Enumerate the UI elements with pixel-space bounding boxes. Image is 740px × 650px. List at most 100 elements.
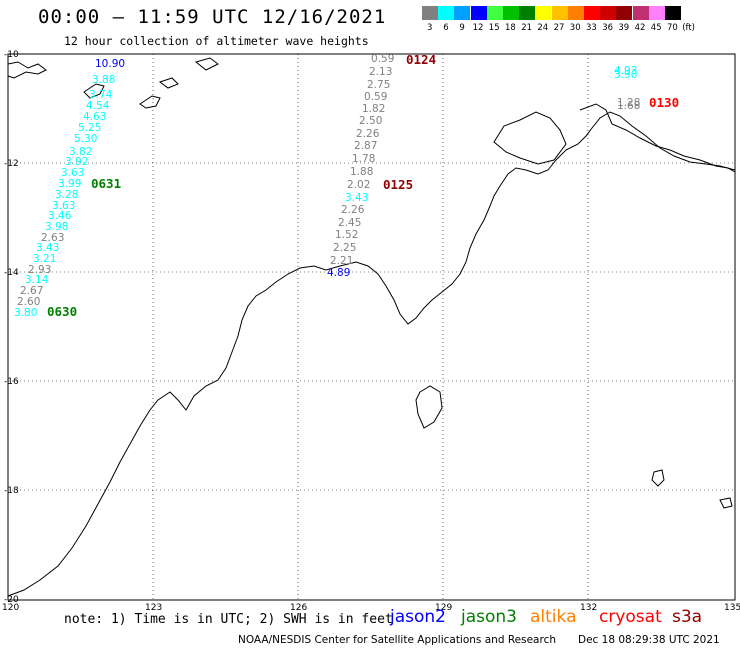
satellite-label-jason2: jason2 xyxy=(390,607,446,627)
wave-height-value: 2.75 xyxy=(367,79,391,91)
pass-label: 0124 xyxy=(406,52,437,67)
wave-height-value: 1.52 xyxy=(335,229,359,241)
wave-height-value: 1.82 xyxy=(362,103,386,115)
legend-label: 39 xyxy=(618,23,630,33)
lon-tick: 135 xyxy=(724,603,740,613)
lon-tick: 132 xyxy=(580,603,598,613)
wave-height-value: 1.88 xyxy=(350,166,374,178)
pass-label: 0125 xyxy=(383,177,414,192)
wave-height-value: 1.68 xyxy=(617,100,641,112)
legend-label: 15 xyxy=(488,23,500,33)
lon-tick: 129 xyxy=(435,603,453,613)
wave-height-value: 1.78 xyxy=(352,153,376,165)
wave-height-value: 2.02 xyxy=(347,179,371,191)
legend-unit: (ft) xyxy=(682,23,695,33)
legend-swatch xyxy=(600,6,617,20)
legend-swatch xyxy=(665,6,681,20)
wave-height-value: 3.98 xyxy=(45,221,69,233)
wave-height-value: 0.59 xyxy=(371,53,395,65)
credit-line: NOAA/NESDIS Center for Satellite Applica… xyxy=(238,634,556,646)
wave-height-value: 3.46 xyxy=(48,210,72,222)
lat-tick: -10 xyxy=(4,50,19,60)
groote-island xyxy=(415,385,443,429)
wave-height-value: 3.28 xyxy=(55,189,79,201)
wave-height-value: 2.21 xyxy=(330,255,354,267)
legend-swatch xyxy=(438,6,455,20)
wave-height-value: 2.93 xyxy=(28,264,52,276)
wave-height-value: 0.59 xyxy=(364,91,388,103)
wave-height-value: 3.92 xyxy=(65,156,89,168)
lat-tick: -14 xyxy=(4,268,19,278)
wave-height-value: 2.50 xyxy=(359,115,383,127)
legend-swatch xyxy=(632,6,649,20)
legend-label: 6 xyxy=(443,23,449,33)
legend-label: 42 xyxy=(634,23,646,33)
legend-swatch xyxy=(648,6,665,20)
wave-height-value: 3.63 xyxy=(52,200,76,212)
pass-label: 0130 xyxy=(649,95,680,110)
legend-label: 70 xyxy=(667,23,678,33)
map-frame xyxy=(7,53,736,601)
satellite-label-altika: altika xyxy=(530,607,577,627)
legend-swatch xyxy=(551,6,568,20)
lat-tick: -18 xyxy=(4,486,19,496)
satellite-label-cryosat: cryosat xyxy=(599,607,662,627)
legend-label: 21 xyxy=(521,23,533,33)
wave-height-value: 3.43 xyxy=(36,242,60,254)
graticule xyxy=(8,54,735,600)
arnhem-coast xyxy=(579,103,736,173)
coastline xyxy=(7,57,736,597)
small-island-gulf xyxy=(651,469,665,487)
satellite-label-jason3: jason3 xyxy=(461,607,517,627)
wave-height-value: 2.67 xyxy=(20,285,44,297)
wave-height-value: 10.90 xyxy=(95,58,126,70)
wave-height-value: 3.14 xyxy=(25,274,49,286)
wave-height-value: 2.60 xyxy=(17,296,41,308)
legend-swatch xyxy=(616,6,633,20)
wave-height-value: 2.25 xyxy=(333,242,357,254)
generation-timestamp: Dec 18 08:29:38 UTC 2021 xyxy=(578,634,720,646)
wave-height-value: 3.63 xyxy=(61,167,85,179)
tiwi-islands xyxy=(493,111,567,165)
legend-label: 27 xyxy=(553,23,565,33)
lat-tick: -20 xyxy=(4,595,19,605)
island-roti xyxy=(139,95,161,109)
legend-swatch xyxy=(503,6,519,20)
legend-swatch xyxy=(454,6,471,20)
legend-label: 33 xyxy=(586,23,597,33)
legend-label: 9 xyxy=(459,23,465,33)
northern-australia-coast xyxy=(7,111,736,597)
island-south-timor xyxy=(83,83,105,99)
wave-height-value: 3.88 xyxy=(92,74,116,86)
legend-swatch xyxy=(422,6,438,20)
legend-label: 36 xyxy=(602,23,614,33)
lon-tick: 126 xyxy=(290,603,308,613)
wave-height-value: 3.21 xyxy=(33,253,57,265)
wave-height-value: 4.63 xyxy=(83,111,107,123)
wave-height-value: 3.43 xyxy=(345,192,369,204)
wave-height-value: 3.90 xyxy=(614,69,638,81)
legend-label: 12 xyxy=(472,23,484,33)
timor-coast xyxy=(7,61,47,79)
chart-subtitle: 12 hour collection of altimeter wave hei… xyxy=(64,34,369,48)
legend-swatch xyxy=(470,6,487,20)
legend-swatch xyxy=(535,6,552,20)
legend-label: 45 xyxy=(650,23,662,33)
legend-swatch xyxy=(519,6,536,20)
legend-swatch xyxy=(584,6,600,20)
island-north-east xyxy=(194,57,219,71)
legend-swatch xyxy=(567,6,584,20)
wave-height-value: 4.93 xyxy=(614,65,638,77)
legend-label: 3 xyxy=(427,23,433,33)
wave-height-value: 1.28 xyxy=(617,97,641,109)
wave-height-value: 2.87 xyxy=(354,140,378,152)
legend-label: 18 xyxy=(505,23,516,33)
wave-height-value: 3.80 xyxy=(14,307,38,319)
wave-height-value: 2.26 xyxy=(356,128,380,140)
legend-swatch xyxy=(486,6,503,20)
lat-tick: -12 xyxy=(4,159,19,169)
chart-title: 00:00 – 11:59 UTC 12/16/2021 xyxy=(38,6,387,28)
wave-height-value: 3.99 xyxy=(58,178,82,190)
legend-label: 24 xyxy=(537,23,549,33)
